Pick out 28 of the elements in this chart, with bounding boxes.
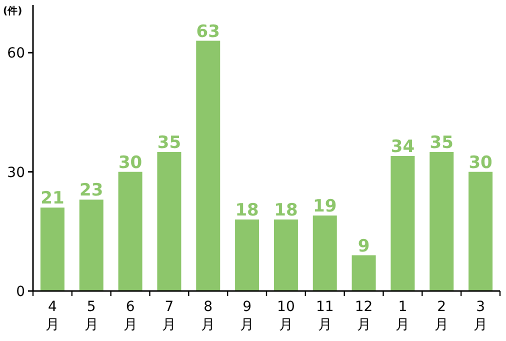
data-label: 63 (196, 22, 220, 42)
data-label: 30 (468, 152, 493, 173)
x-tick-label: 9月 (240, 299, 254, 333)
data-label: 35 (430, 132, 454, 153)
x-tick-label: 6月 (123, 299, 138, 333)
x-tick-label: 12月 (354, 299, 373, 333)
data-label: 34 (390, 136, 415, 157)
y-tick-label: 60 (7, 46, 25, 62)
x-tick-label: 7月 (162, 299, 176, 333)
data-label: 19 (313, 196, 337, 217)
x-tick-label: 4月 (45, 299, 60, 333)
data-label: 35 (157, 132, 182, 153)
y-axis-title: (件) (3, 5, 22, 17)
data-label: 18 (235, 200, 259, 220)
x-tick-label: 2月 (434, 299, 449, 333)
x-tick-label: 5月 (84, 299, 98, 333)
y-tick-label: 30 (7, 164, 25, 181)
x-tick-label: 11月 (316, 299, 334, 333)
data-label: 21 (40, 188, 64, 209)
data-label: 30 (118, 152, 142, 173)
x-tick-label: 8月 (201, 299, 216, 333)
x-tick-label: 3月 (474, 299, 488, 333)
x-tick-label: 1月 (396, 299, 410, 333)
data-label: 23 (80, 180, 104, 201)
data-label: 18 (274, 200, 298, 220)
y-tick-label: 0 (16, 284, 25, 300)
x-tick-label: 10月 (277, 299, 295, 333)
data-label: 9 (358, 236, 370, 256)
